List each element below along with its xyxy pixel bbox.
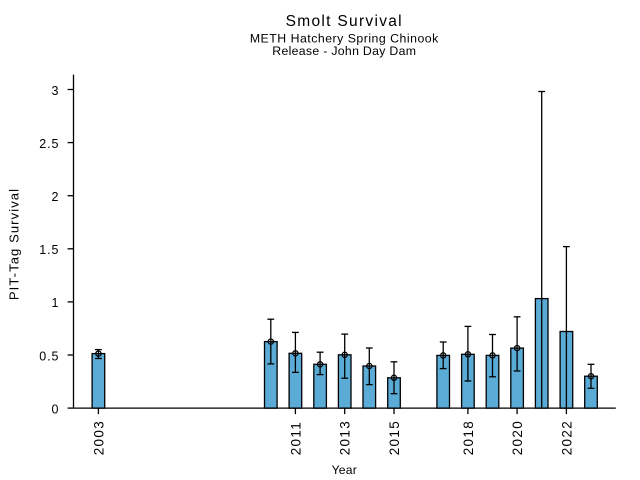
svg-text:2003: 2003 (91, 420, 106, 455)
svg-text:Year: Year (332, 463, 357, 477)
svg-text:2020: 2020 (510, 420, 525, 455)
svg-text:2015: 2015 (387, 420, 402, 455)
svg-text:2013: 2013 (338, 420, 353, 455)
svg-text:Smolt Survival: Smolt Survival (286, 13, 403, 30)
svg-text:1.5: 1.5 (39, 243, 59, 257)
svg-text:METH Hatchery Spring Chinook: METH Hatchery Spring Chinook (250, 31, 439, 45)
svg-text:2011: 2011 (288, 421, 303, 455)
svg-text:PIT-Tag Survival: PIT-Tag Survival (6, 188, 21, 300)
svg-text:1: 1 (51, 296, 59, 310)
svg-text:0.5: 0.5 (39, 349, 59, 363)
svg-text:2022: 2022 (559, 420, 574, 455)
svg-text:3: 3 (51, 84, 59, 98)
svg-text:2018: 2018 (461, 420, 476, 455)
svg-text:Release - John Day Dam: Release - John Day Dam (272, 44, 416, 58)
svg-text:2.5: 2.5 (39, 137, 59, 151)
svg-text:2: 2 (51, 190, 59, 204)
svg-text:0: 0 (51, 402, 59, 416)
